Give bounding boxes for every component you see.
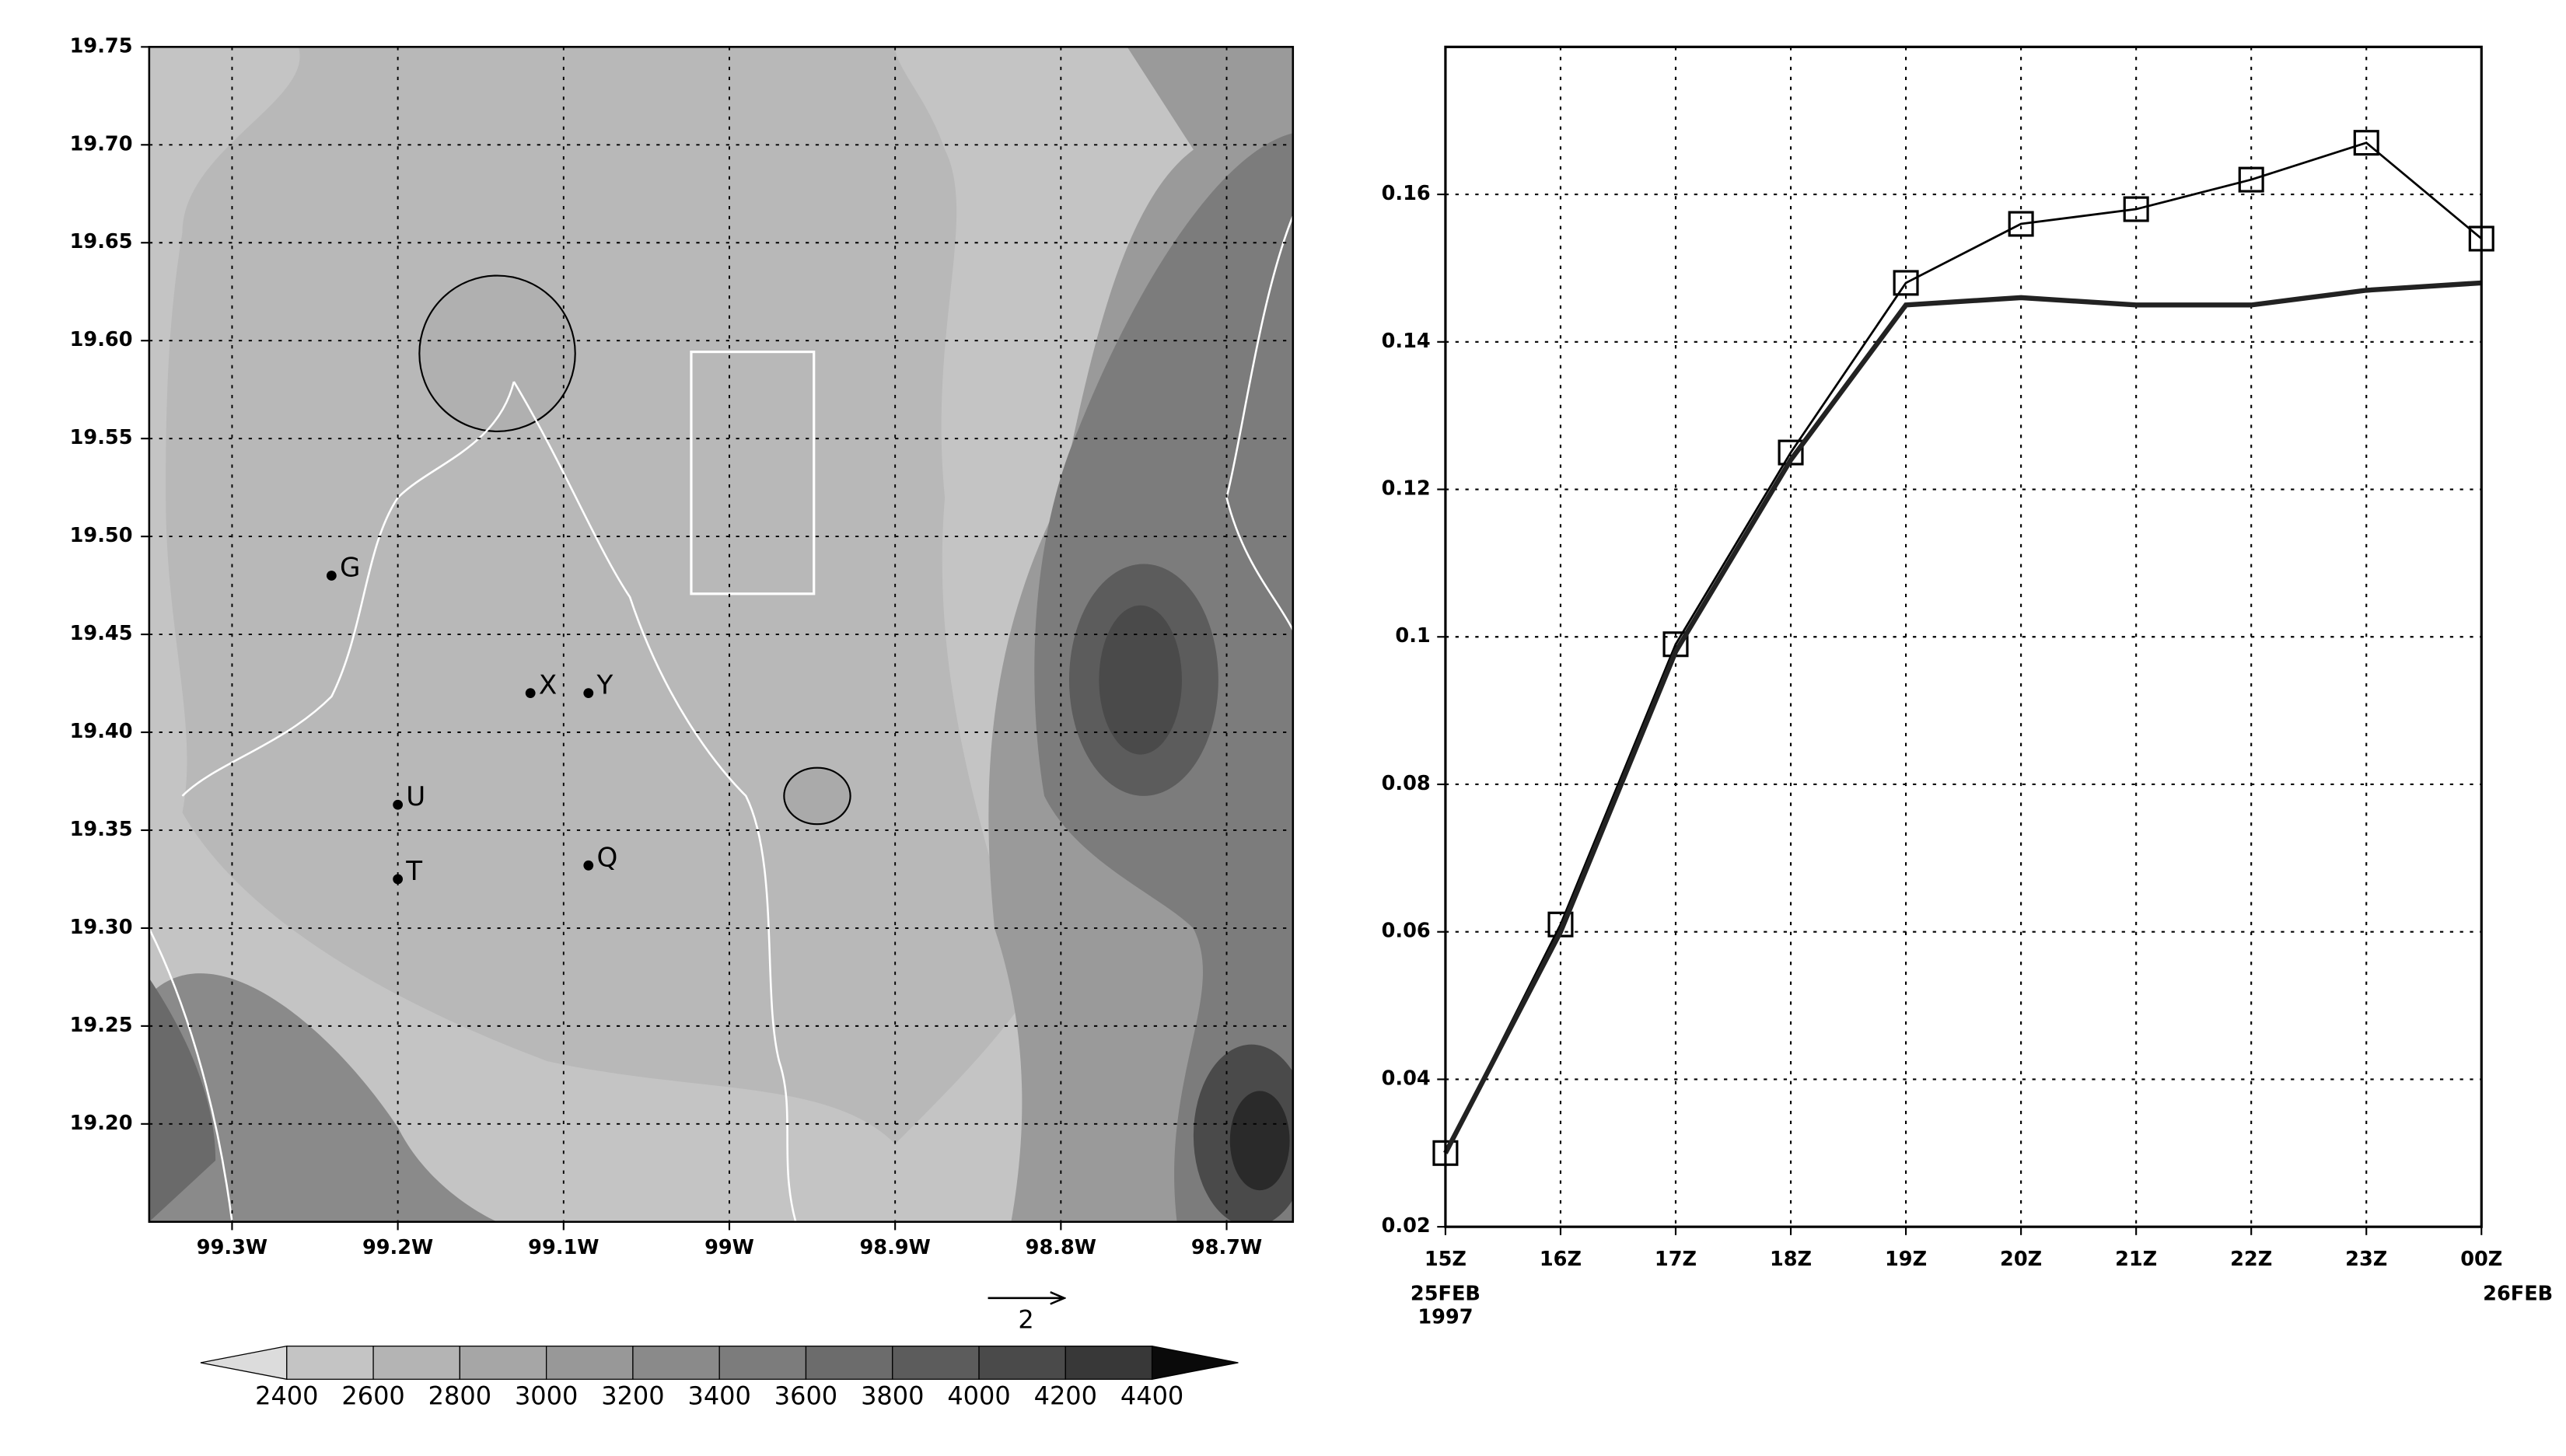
y-tick-label: 0.1 [1395,624,1430,648]
series-line [1443,280,2482,1154]
colorbar-label: 3200 [601,1381,664,1411]
y-tick-label: 0.02 [1382,1214,1431,1238]
vector-key-label: 2 [1018,1305,1033,1335]
x-tick-label: 18Z [1770,1248,1812,1271]
x-date-label: 26FEB [2483,1283,2553,1306]
x-tick-label: 21Z [2115,1248,2157,1271]
colorbar-label: 4400 [1120,1381,1183,1411]
colorbar-box [718,1346,807,1380]
y-tick-label: 0.16 [1382,182,1431,205]
map-frame [148,46,1295,1224]
colorbar-box [545,1346,634,1380]
x-year-label: 1997 [1418,1305,1473,1329]
colorbar-box [1065,1346,1153,1380]
colorbar-box [805,1346,893,1380]
colorbar-label: 3800 [861,1381,924,1411]
y-tick-label: 0.14 [1382,330,1431,353]
x-tick-label: 98.9W [859,1236,930,1259]
colorbar-box [632,1346,720,1380]
colorbar-label: 3000 [515,1381,578,1411]
y-tick-label: 19.50 [70,524,133,547]
colorbar-high [1151,1345,1239,1381]
site-label: X [539,670,557,701]
colorbar-label: 4200 [1034,1381,1097,1411]
colorbar-box [459,1346,547,1380]
colorbar-label: 3400 [688,1381,751,1411]
colorbar-box [978,1346,1066,1380]
colorbar-box [372,1346,460,1380]
site-label: U [406,781,425,812]
site-label: Q [596,842,617,873]
y-tick-label: 0.06 [1382,920,1431,943]
y-tick-label: 0.12 [1382,477,1431,501]
y-tick-label: 19.35 [70,818,133,841]
map-shading [149,47,1293,1222]
x-tick-label: 99.3W [197,1236,267,1259]
site-marker [525,688,536,699]
point-marker [2238,166,2264,193]
x-tick-label: 19Z [1885,1248,1927,1271]
x-tick-label: 99W [704,1236,754,1259]
site-marker [583,860,594,871]
site-label: G [340,552,360,583]
map-layer: 99.3W 99.2W 99.1W 99W 98.9W 98.8W 98.7W 19.20 19… [70,34,1293,1411]
y-tick-label: 19.25 [70,1014,133,1037]
x-tick-label: 15Z [1425,1248,1467,1271]
colorbar-label: 2400 [255,1381,318,1411]
y-tick-label: 19.60 [70,328,133,351]
site-label: T [405,856,422,887]
y-tick-label: 19.55 [70,426,133,449]
line-layer: 0.020.040.060.080.10.120.140.1615Z25FEB1… [1382,45,2553,1329]
colorbar-label: 2600 [341,1381,404,1411]
plot-frame [1444,45,2483,1228]
colorbar-label: 3600 [774,1381,837,1411]
colorbar-label: 4000 [947,1381,1010,1411]
point-marker [2008,211,2034,237]
y-tick-label: 0.04 [1382,1067,1431,1090]
y-tick-label: 19.65 [70,230,133,253]
x-tick-label: 17Z [1655,1248,1697,1271]
x-tick-label: 98.7W [1191,1236,1262,1259]
point-marker [2353,130,2379,156]
site-label: Y [596,670,613,701]
y-tick-label: 19.30 [70,916,133,939]
series-line [1444,141,2483,1154]
x-tick-label: 99.1W [528,1236,599,1259]
x-tick-label: 00Z [2460,1248,2502,1271]
y-tick-label: 19.40 [70,720,133,743]
x-tick-label: 20Z [2000,1248,2042,1271]
point-marker [1893,270,1919,296]
colorbar-label: 2800 [428,1381,491,1411]
site-marker [393,874,404,885]
y-tick-label: 0.08 [1382,772,1431,795]
x-date-label: 25FEB [1411,1283,1481,1306]
x-tick-label: 99.2W [362,1236,433,1259]
x-tick-label: 16Z [1540,1248,1582,1271]
site-marker [393,799,404,810]
y-tick-label: 19.45 [70,622,133,645]
site-marker [583,688,594,699]
y-tick-label: 19.20 [70,1112,133,1135]
x-tick-label: 22Z [2230,1248,2272,1271]
point-marker [2123,196,2149,222]
site-marker [326,571,337,581]
y-tick-label: 19.75 [70,34,133,58]
colorbar-box [286,1346,374,1380]
y-tick-label: 19.70 [70,132,133,155]
x-tick-label: 23Z [2345,1248,2387,1271]
colorbar-box [892,1346,980,1380]
colorbar-low [200,1345,288,1381]
x-tick-label: 98.8W [1026,1236,1096,1259]
